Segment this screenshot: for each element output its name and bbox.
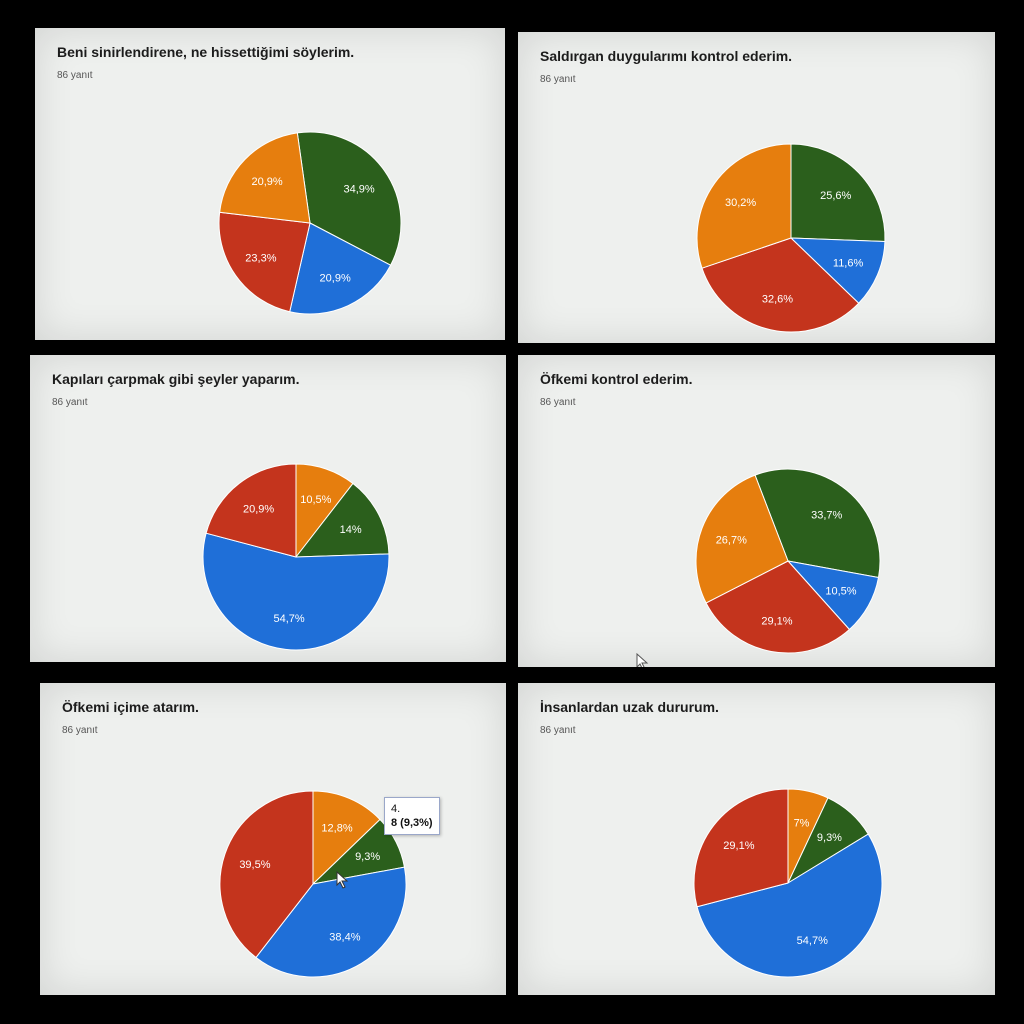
pie-slice[interactable] — [693, 788, 789, 908]
slice-label: 29,1% — [761, 616, 792, 628]
slice-label: 34,9% — [343, 183, 374, 195]
pie-slice[interactable] — [202, 532, 390, 651]
chart-title: Beni sinirlendirene, ne hissettiğimi söy… — [57, 44, 355, 60]
slice-label: 54,7% — [273, 613, 304, 625]
slice-label: 9,3% — [817, 832, 842, 844]
chart-panel-2: Saldırgan duygularımı kontrol ederim. 86… — [518, 32, 995, 343]
pie-slice[interactable] — [789, 237, 886, 304]
chart-panel-5: Öfkemi içime atarım. 86 yanıt 12,8% 9,3% 3… — [40, 683, 506, 995]
pie-slice[interactable] — [696, 143, 792, 269]
slice-label: 7% — [794, 817, 810, 829]
chart-panel-1: Beni sinirlendirene, ne hissettiğimi söy… — [35, 28, 505, 340]
slice-label: 38,4% — [329, 931, 360, 943]
pie-slice[interactable] — [294, 482, 390, 558]
slice-label: 54,7% — [797, 935, 828, 947]
chart-panel-6: İnsanlardan uzak dururum. 86 yanıt 7% 9,3… — [518, 683, 995, 995]
pie-slice[interactable] — [255, 866, 407, 978]
slice-label: 23,3% — [245, 253, 276, 265]
response-count: 86 yanıt — [540, 74, 576, 85]
slice-label: 26,7% — [716, 534, 747, 546]
slice-label: 11,6% — [833, 257, 864, 269]
slice-label: 20,9% — [251, 176, 282, 188]
slice-label: 32,6% — [762, 294, 793, 306]
tooltip-category: 4. — [391, 803, 401, 815]
slice-label: 39,5% — [239, 859, 270, 871]
slice-label: 9,3% — [355, 851, 380, 863]
pie-slice[interactable] — [218, 211, 311, 313]
pie-slice[interactable] — [790, 143, 886, 243]
pie-slice[interactable] — [754, 468, 881, 579]
slice-label: 12,8% — [321, 823, 352, 835]
pie-chart[interactable]: 12,8% 9,3% 38,4% 39,5% — [218, 789, 408, 979]
pie-chart[interactable]: 33,7% 10,5% 29,1% 26,7% — [694, 467, 882, 655]
response-count: 86 yanıt — [52, 397, 88, 408]
chart-title: Saldırgan duygularımı kontrol ederim. — [540, 48, 793, 64]
slice-label: 20,9% — [243, 503, 274, 515]
slice-tooltip: 4. 8 (9,3%) — [384, 797, 440, 835]
pie-slice[interactable] — [696, 833, 883, 978]
pie-slice[interactable] — [205, 463, 297, 558]
mouse-cursor-icon — [336, 871, 349, 889]
slice-label: 33,7% — [811, 509, 842, 521]
mouse-cursor-icon — [636, 653, 649, 667]
slice-label: 14% — [340, 524, 362, 536]
slice-label: 10,5% — [300, 494, 331, 506]
pie-slice[interactable] — [312, 790, 381, 886]
chart-panel-3: Kapıları çarpmak gibi şeyler yaparım. 86… — [30, 355, 506, 662]
pie-slice[interactable] — [695, 474, 789, 604]
tooltip-value: 8 (9,3%) — [391, 817, 433, 829]
pie-slice[interactable] — [289, 222, 392, 315]
slice-label: 20,9% — [320, 273, 351, 285]
pie-slice[interactable] — [705, 560, 851, 654]
pie-slice[interactable] — [296, 131, 402, 266]
pie-chart[interactable]: 10,5% 14% 54,7% 20,9% — [201, 462, 391, 652]
pie-slice[interactable] — [701, 237, 860, 333]
slice-label: 10,5% — [825, 586, 856, 598]
pie-chart[interactable]: 34,9% 20,9% 23,3% 20,9% — [217, 130, 403, 316]
pie-slice[interactable] — [219, 790, 314, 959]
chart-title: İnsanlardan uzak dururum. — [540, 699, 719, 715]
slice-label: 25,6% — [820, 190, 851, 202]
response-count: 86 yanıt — [540, 725, 576, 736]
slice-label: 29,1% — [723, 840, 754, 852]
chart-title: Öfkemi içime atarım. — [62, 699, 199, 715]
response-count: 86 yanıt — [57, 70, 93, 81]
chart-title: Kapıları çarpmak gibi şeyler yaparım. — [52, 371, 300, 387]
response-count: 86 yanıt — [62, 725, 98, 736]
chart-title: Öfkemi kontrol ederim. — [540, 371, 693, 387]
slice-label: 30,2% — [725, 197, 756, 209]
pie-chart[interactable]: 7% 9,3% 54,7% 29,1% — [692, 787, 884, 979]
pie-chart[interactable]: 25,6% 11,6% 32,6% 30,2% — [695, 142, 887, 334]
chart-panel-4: Öfkemi kontrol ederim. 86 yanıt 33,7% 10,… — [518, 355, 995, 667]
response-count: 86 yanıt — [540, 397, 576, 408]
pie-slice[interactable] — [219, 132, 311, 224]
